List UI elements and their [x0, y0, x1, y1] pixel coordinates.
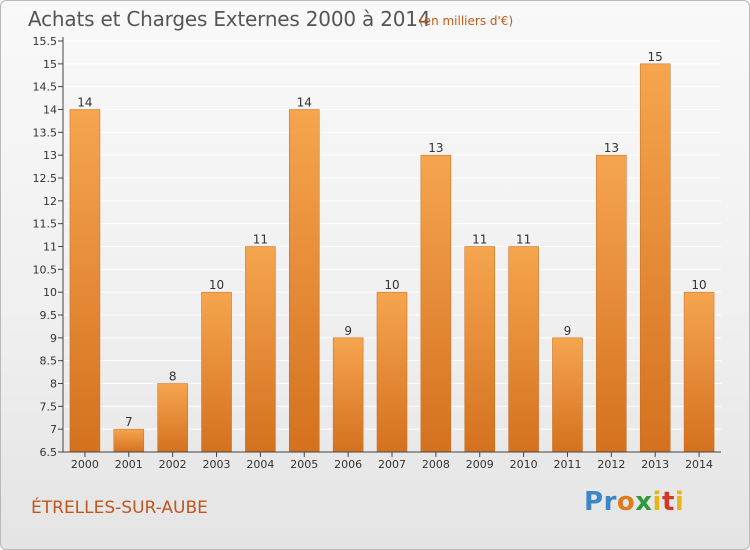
- bar-2010: [508, 246, 539, 453]
- y-tick-label: 11.5: [33, 218, 58, 231]
- data-label: 13: [428, 141, 443, 155]
- bar-2003: [201, 291, 232, 453]
- axes: [58, 37, 721, 457]
- y-tick-label: 11: [43, 241, 57, 254]
- y-tick-label: 15.5: [33, 35, 58, 48]
- bar-2008: [420, 154, 452, 453]
- x-tick-label: 2007: [378, 458, 406, 471]
- y-tick-label: 7: [50, 423, 57, 436]
- x-tick-label: 2008: [422, 458, 450, 471]
- chart-subtitle: (en milliers d'€): [419, 14, 514, 28]
- bar-2006: [332, 337, 364, 453]
- bar-2004: [245, 246, 276, 453]
- x-tick-label: 2014: [685, 458, 713, 471]
- y-tick-label: 10: [43, 286, 57, 299]
- data-label: 13: [604, 141, 619, 155]
- y-tick-label: 8.5: [40, 355, 58, 368]
- bars: [69, 63, 715, 453]
- bar-2011: [552, 337, 583, 453]
- bar-2009: [464, 246, 495, 453]
- x-tick-label: 2012: [597, 458, 625, 471]
- y-tick-label: 8: [50, 378, 57, 391]
- y-tick-label: 7.5: [40, 400, 58, 413]
- y-tick-label: 14: [43, 104, 57, 117]
- chart-title: Achats et Charges Externes 2000 à 2014: [28, 7, 431, 31]
- bar-2002: [157, 383, 188, 453]
- data-label: 11: [516, 233, 531, 247]
- x-tick-label: 2009: [466, 458, 494, 471]
- data-label: 9: [344, 324, 352, 338]
- y-tick-label: 14.5: [33, 81, 58, 94]
- x-tick-label: 2005: [290, 458, 318, 471]
- data-label: 10: [209, 278, 224, 292]
- data-label: 11: [253, 233, 268, 247]
- bar-2001: [113, 428, 145, 453]
- proxiti-logo[interactable]: Proxiti: [584, 487, 685, 517]
- y-tick-label: 9.5: [40, 309, 58, 322]
- city-name: ÉTRELLES-SUR-AUBE: [31, 498, 208, 518]
- y-tick-label: 12.5: [33, 172, 58, 185]
- bar-2013: [639, 63, 671, 453]
- bar-2005: [289, 109, 320, 453]
- y-tick-label: 10.5: [33, 263, 58, 276]
- data-label: 7: [125, 415, 133, 429]
- y-tick-label: 12: [43, 195, 57, 208]
- x-tick-label: 2006: [334, 458, 362, 471]
- data-label: 14: [297, 96, 312, 110]
- x-tick-label: 2013: [641, 458, 669, 471]
- x-tick-label: 2004: [246, 458, 274, 471]
- data-label: 8: [169, 370, 177, 384]
- data-label: 11: [472, 233, 487, 247]
- x-tick-label: 2011: [553, 458, 581, 471]
- data-label: 14: [77, 96, 92, 110]
- x-tick-label: 2003: [203, 458, 231, 471]
- data-label: 10: [384, 278, 399, 292]
- bar-2000: [69, 109, 101, 453]
- y-tick-label: 6.5: [40, 446, 58, 459]
- labels: 6.5 7 7.5 8 8.5 9 9.5 10 10.5 11 11.5 12 12.5 13 13.5 1…: [33, 35, 714, 471]
- data-label: 9: [564, 324, 572, 338]
- bar-2014: [683, 291, 715, 453]
- x-tick-label: 2001: [115, 458, 143, 471]
- bar-2007: [376, 291, 408, 453]
- y-tick-label: 15: [43, 58, 57, 71]
- x-tick-label: 2010: [510, 458, 538, 471]
- bar-2012: [596, 154, 627, 453]
- bar-chart: 6.5 7 7.5 8 8.5 9 9.5 10 10.5 11 11.5 12 12.5 13 13.5 1…: [33, 35, 721, 471]
- y-tick-label: 13.5: [33, 126, 58, 139]
- x-tick-label: 2000: [71, 458, 99, 471]
- y-tick-label: 13: [43, 149, 57, 162]
- data-label: 15: [648, 50, 663, 64]
- x-tick-label: 2002: [159, 458, 187, 471]
- data-label: 10: [691, 278, 706, 292]
- y-tick-label: 9: [50, 332, 57, 345]
